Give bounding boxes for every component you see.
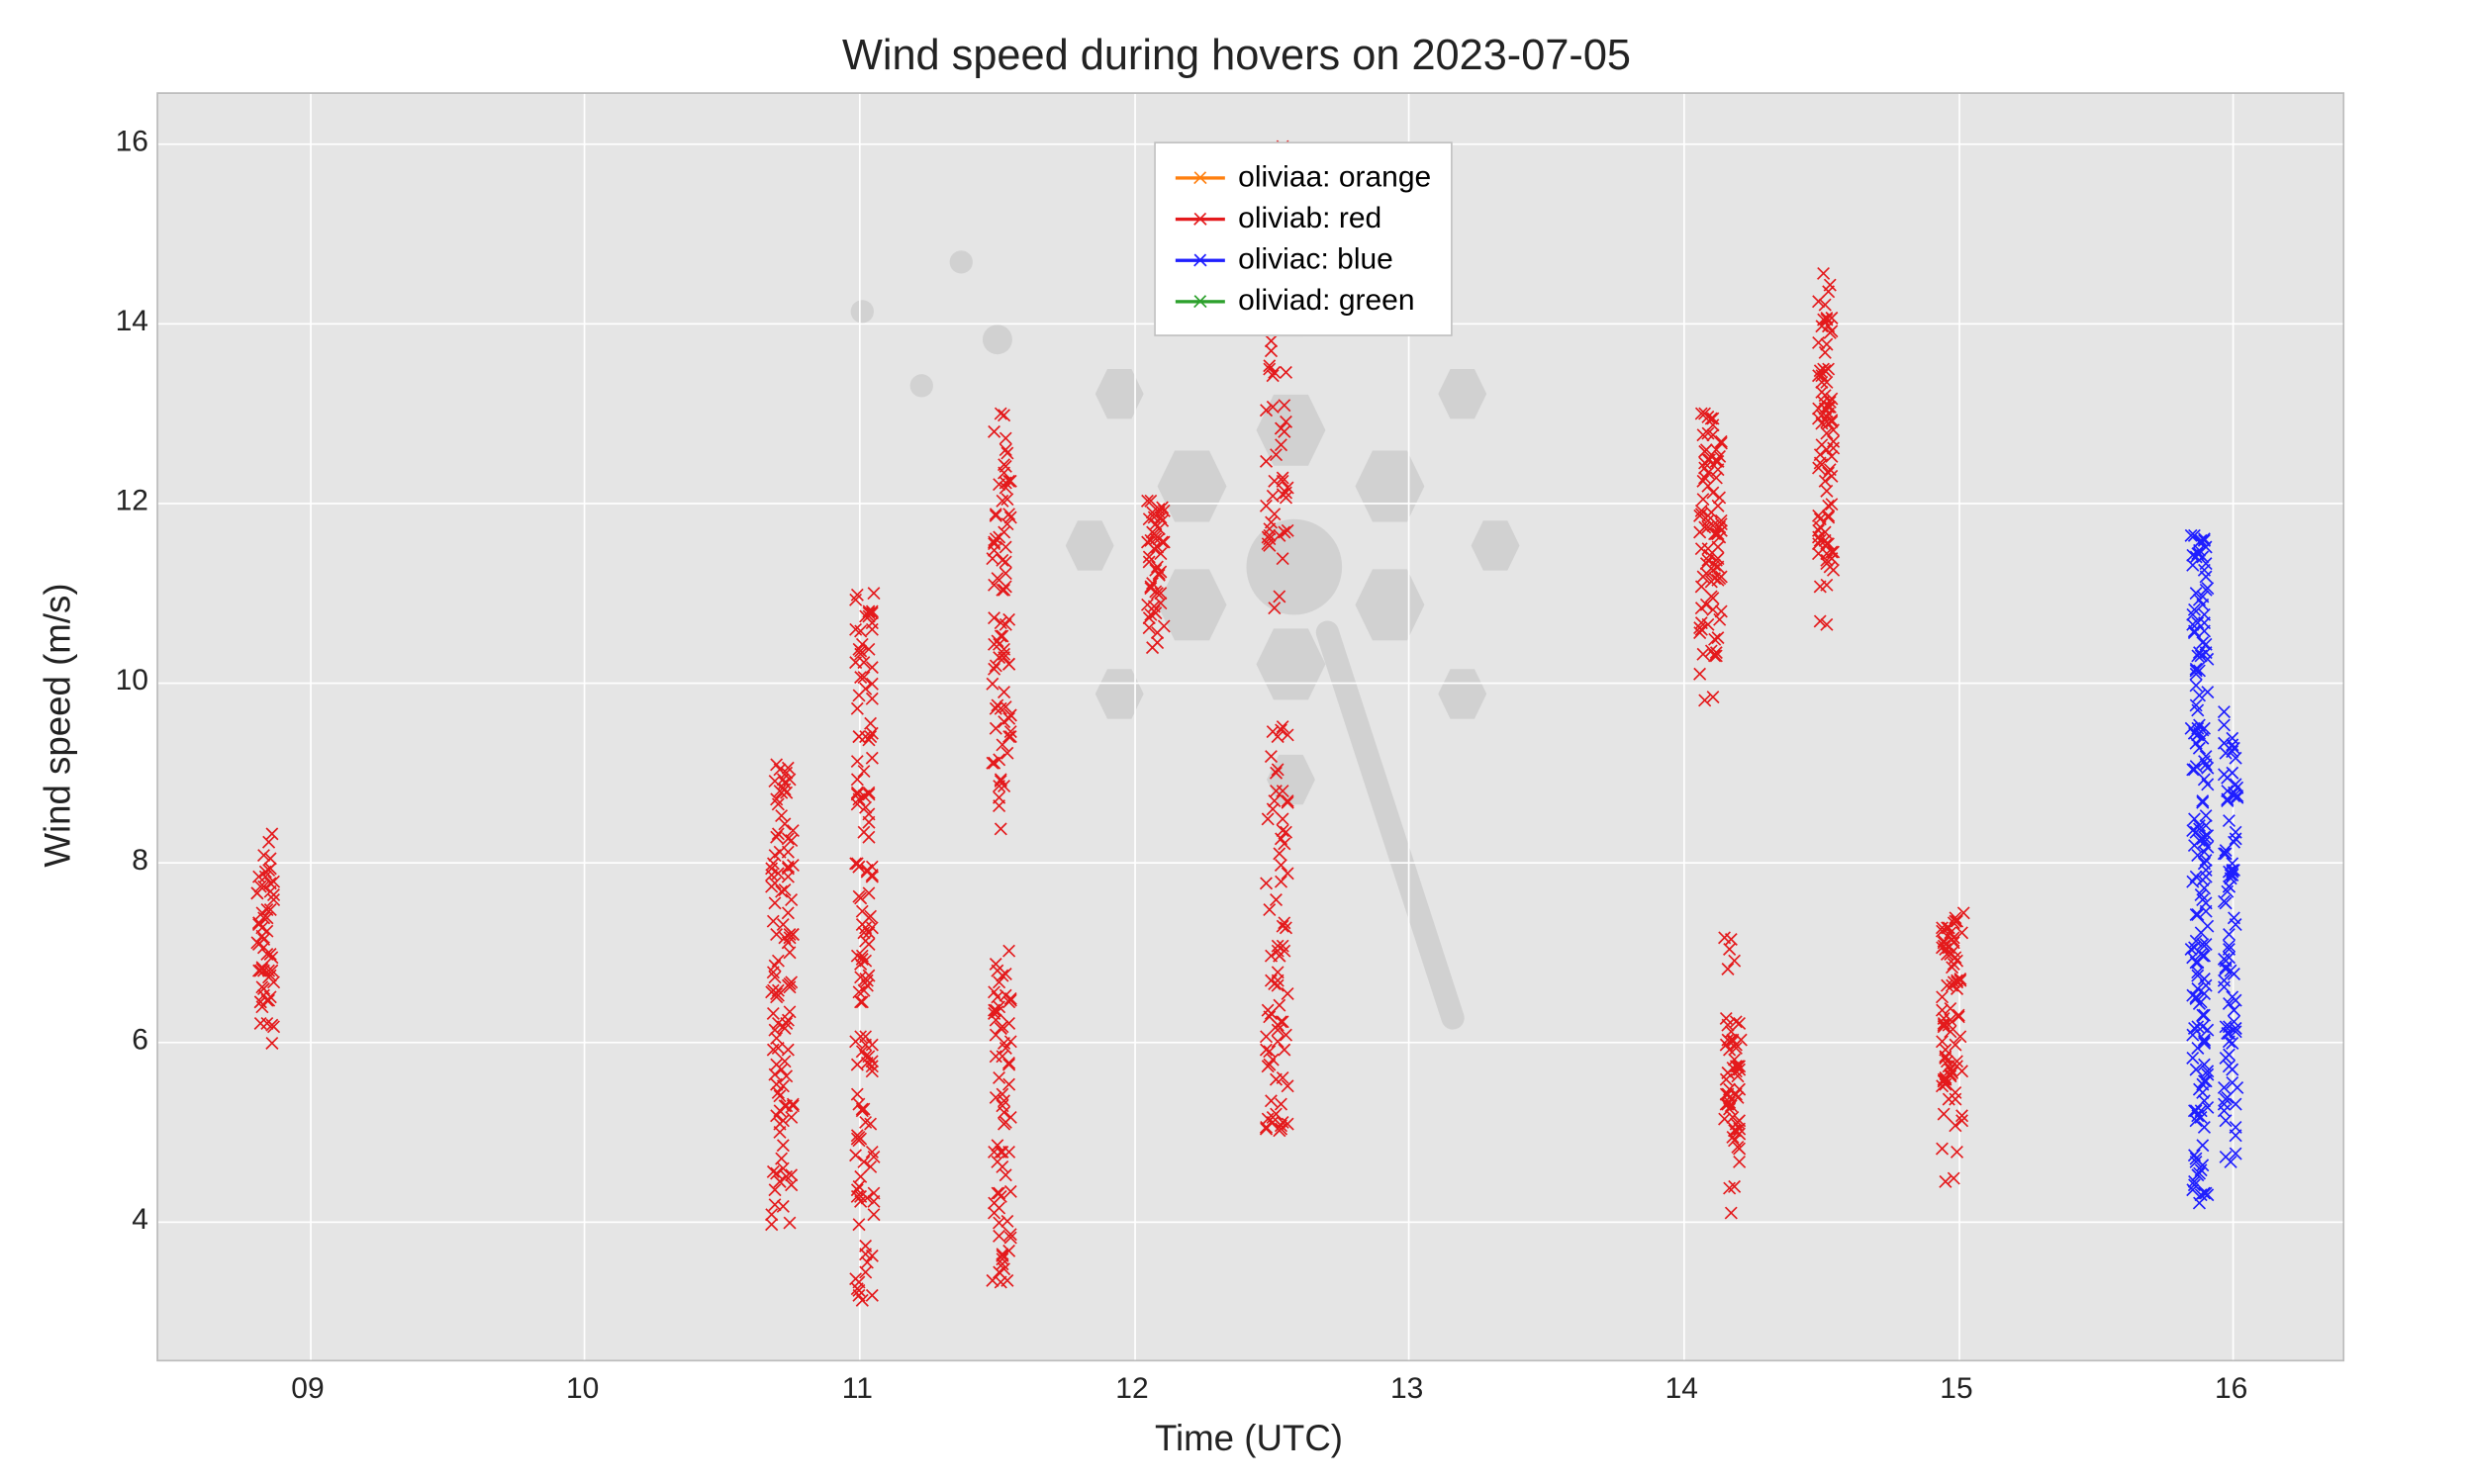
grid-horizontal bbox=[158, 682, 2342, 684]
grid-vertical bbox=[859, 94, 861, 1359]
x-tick-label: 10 bbox=[566, 1371, 599, 1406]
y-tick-label: 4 bbox=[96, 1202, 148, 1237]
legend-label: oliviab: red bbox=[1238, 201, 1381, 235]
grid-horizontal bbox=[158, 862, 2342, 864]
y-tick-label: 16 bbox=[96, 125, 148, 159]
y-tick-label: 10 bbox=[96, 663, 148, 697]
grid-vertical bbox=[1958, 94, 1960, 1359]
x-tick-label: 15 bbox=[1940, 1371, 1972, 1406]
grid-horizontal bbox=[158, 503, 2342, 505]
x-tick-label: 13 bbox=[1390, 1371, 1423, 1406]
legend-label: oliviac: blue bbox=[1238, 242, 1393, 277]
grid-horizontal bbox=[158, 1041, 2342, 1043]
y-tick-label: 6 bbox=[96, 1022, 148, 1057]
legend-item: oliviad: green bbox=[1176, 280, 1431, 322]
chart-title: Wind speed during hovers on 2023-07-05 bbox=[0, 30, 2473, 81]
y-tick-label: 14 bbox=[96, 304, 148, 338]
legend-label: oliviad: green bbox=[1238, 284, 1414, 319]
x-axis-label: Time (UTC) bbox=[156, 1418, 2340, 1460]
grid-vertical bbox=[1134, 94, 1136, 1359]
grid-vertical bbox=[584, 94, 586, 1359]
grid-vertical bbox=[310, 94, 312, 1359]
x-tick-label: 14 bbox=[1665, 1371, 1698, 1406]
y-axis-label: Wind speed (m/s) bbox=[33, 92, 82, 1357]
legend-item: oliviac: blue bbox=[1176, 239, 1431, 281]
x-tick-label: 11 bbox=[842, 1371, 873, 1406]
grid-vertical bbox=[2233, 94, 2235, 1359]
legend-item: oliviaa: orange bbox=[1176, 156, 1431, 198]
x-tick-label: 09 bbox=[291, 1371, 324, 1406]
x-tick-label: 12 bbox=[1115, 1371, 1148, 1406]
y-tick-label: 12 bbox=[96, 484, 148, 518]
y-tick-label: 8 bbox=[96, 843, 148, 878]
legend: oliviaa: orange oliviab: red oliviac: blue… bbox=[1154, 141, 1453, 336]
x-tick-label: 16 bbox=[2215, 1371, 2247, 1406]
grid-vertical bbox=[1683, 94, 1685, 1359]
legend-item: oliviab: red bbox=[1176, 198, 1431, 239]
grid-horizontal bbox=[158, 1221, 2342, 1223]
legend-label: oliviaa: orange bbox=[1238, 160, 1431, 195]
